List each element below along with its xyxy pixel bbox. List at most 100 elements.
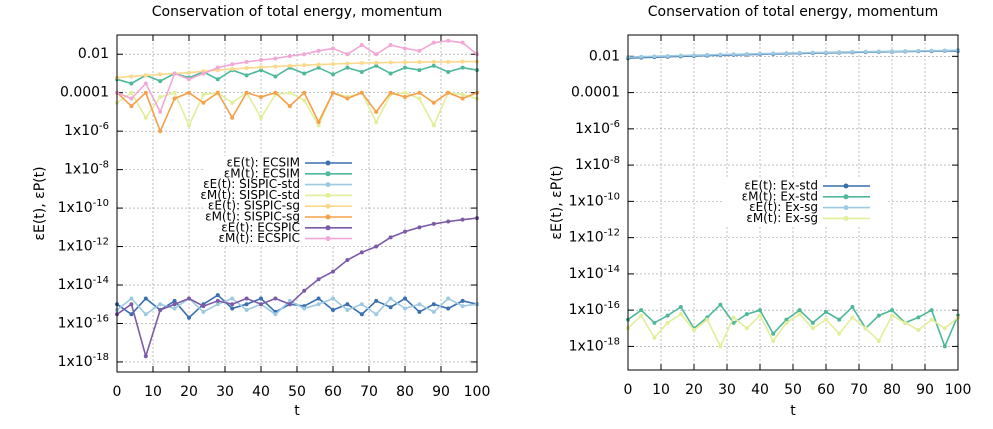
y-tick-label: 0.0001: [571, 85, 620, 101]
point: [863, 49, 868, 54]
point: [916, 328, 921, 333]
point: [810, 50, 815, 55]
point: [863, 326, 868, 331]
y-tick-label: 1x10-16: [58, 313, 109, 331]
point: [797, 50, 802, 55]
legend-box: [205, 156, 360, 247]
point: [259, 302, 263, 307]
point: [230, 306, 235, 311]
point: [316, 123, 321, 128]
point: [903, 49, 908, 54]
point: [215, 302, 220, 307]
point: [187, 70, 191, 75]
point: [201, 100, 206, 105]
point: [374, 312, 379, 317]
point: [158, 94, 163, 99]
point: [446, 69, 451, 74]
chart-title: Conservation of total energy, momentum: [648, 4, 938, 20]
point: [652, 320, 657, 325]
point: [929, 317, 934, 322]
point: [158, 129, 163, 134]
series-line: [116, 60, 478, 79]
point: [446, 296, 451, 301]
point: [744, 51, 749, 56]
point: [460, 65, 465, 70]
point: [446, 59, 451, 64]
point: [201, 304, 206, 309]
point: [431, 59, 436, 64]
point: [129, 302, 134, 307]
point: [758, 313, 762, 318]
point: [302, 52, 307, 57]
point: [302, 63, 307, 68]
point: [172, 71, 177, 76]
point: [259, 296, 263, 301]
legend-marker: [325, 182, 331, 188]
x-tick-label: 0: [624, 382, 633, 398]
legend-marker: [325, 171, 331, 177]
point: [331, 269, 335, 274]
point: [187, 123, 191, 128]
point: [388, 235, 393, 240]
legend-label: εM(t): ECSPIC: [219, 231, 301, 245]
point: [244, 73, 249, 78]
point: [744, 326, 749, 331]
point: [287, 302, 292, 307]
point: [316, 302, 321, 307]
y-tick-label: 1x10-16: [569, 300, 620, 318]
y-tick-label: 1x10-18: [58, 352, 109, 370]
point: [331, 72, 335, 77]
x-tick-label: 60: [817, 382, 835, 398]
x-tick-label: 50: [288, 384, 306, 400]
x-tick-label: 10: [144, 384, 162, 400]
point: [431, 302, 436, 307]
point: [187, 90, 191, 95]
x-tick-label: 60: [324, 384, 342, 400]
legend-marker: [325, 236, 331, 242]
point: [403, 65, 407, 70]
x-tick-label: 10: [652, 382, 670, 398]
point: [158, 308, 163, 313]
point: [837, 50, 842, 55]
point: [731, 320, 736, 325]
point: [259, 58, 263, 63]
x-tick-label: 20: [685, 382, 703, 398]
x-tick-label: 0: [113, 384, 122, 400]
point: [942, 326, 947, 331]
point: [273, 64, 278, 69]
point: [143, 90, 148, 95]
point: [172, 298, 177, 303]
x-tick-label: 80: [396, 384, 414, 400]
legend-label: εE(t): SISPIC-std: [203, 177, 300, 191]
point: [129, 90, 134, 95]
point: [244, 59, 249, 64]
point: [916, 315, 921, 320]
point: [172, 302, 177, 307]
series-line: [116, 217, 478, 360]
point: [273, 312, 278, 317]
point: [460, 92, 465, 97]
point: [797, 308, 802, 313]
point: [718, 344, 723, 349]
point: [316, 277, 321, 282]
point: [639, 313, 644, 318]
point: [302, 288, 307, 293]
point: [331, 46, 335, 51]
legend-marker: [843, 194, 849, 200]
point: [718, 302, 723, 307]
point: [758, 308, 762, 313]
point: [129, 96, 134, 101]
x-tick-label: 40: [252, 384, 270, 400]
point: [259, 94, 263, 99]
point: [652, 335, 657, 340]
point: [244, 308, 249, 313]
point: [916, 48, 921, 53]
legend-label: εE(t): ECSPIC: [221, 220, 300, 234]
point: [230, 62, 235, 67]
point: [374, 244, 379, 249]
point: [446, 90, 451, 95]
point: [244, 90, 249, 95]
point: [302, 306, 307, 311]
x-tick-label: 90: [432, 384, 450, 400]
series-line: [116, 91, 478, 134]
